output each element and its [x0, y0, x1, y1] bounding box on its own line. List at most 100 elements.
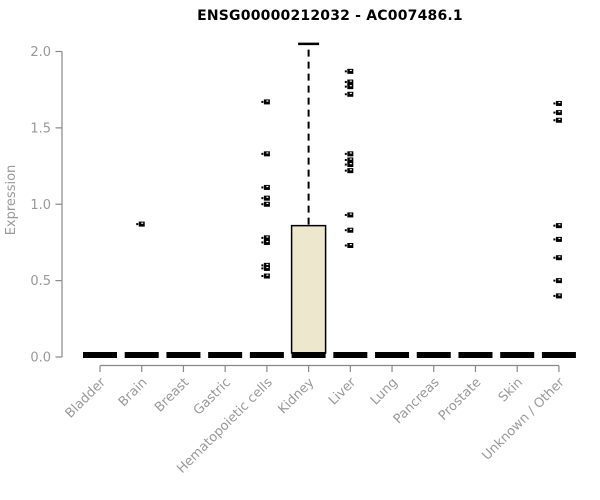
- outlier-point: [347, 91, 354, 97]
- iqr-box: [290, 224, 327, 354]
- outlier-point: [555, 117, 562, 123]
- outlier-point-left-dash: [344, 229, 347, 232]
- outlier-point-inner: [558, 256, 561, 258]
- median-bar: [83, 352, 117, 358]
- outlier-point: [347, 168, 354, 174]
- outlier-point-inner: [349, 163, 352, 165]
- outlier-point: [555, 255, 562, 261]
- x-axis-category-label: Brain: [116, 375, 151, 410]
- outlier-point-inner: [349, 69, 352, 72]
- outlier-point-left-dash: [553, 102, 556, 105]
- outlier-point-inner: [558, 118, 561, 120]
- outlier-point-inner: [266, 236, 269, 238]
- outlier-point-left-dash: [553, 256, 556, 259]
- outlier-point-left-dash: [344, 152, 347, 155]
- outlier-point-inner: [349, 169, 352, 171]
- outlier-point: [347, 227, 354, 233]
- x-axis-category-label: Kidney: [275, 375, 317, 417]
- outlier-point: [347, 242, 354, 248]
- outlier-point-left-dash: [136, 223, 139, 226]
- outlier-point-left-dash: [261, 236, 264, 239]
- outlier-point: [263, 265, 270, 271]
- outlier-point-left-dash: [344, 93, 347, 96]
- outlier-point-inner: [349, 213, 352, 215]
- outlier-point-inner: [349, 158, 352, 160]
- median-bar: [541, 352, 576, 358]
- y-axis-tick-label: 1.5: [30, 121, 51, 136]
- x-axis-category-label: Prostate: [436, 375, 484, 423]
- outlier-point-inner: [266, 152, 269, 154]
- outlier-point-left-dash: [261, 100, 264, 103]
- outlier-point: [555, 223, 562, 229]
- outlier-point-inner: [266, 202, 269, 204]
- outlier-point: [347, 151, 354, 157]
- outlier-point: [555, 110, 562, 116]
- median-bar: [333, 352, 368, 358]
- outlier-point-left-dash: [344, 244, 347, 247]
- outlier-point-left-dash: [261, 241, 264, 244]
- outlier-point-inner: [266, 196, 269, 198]
- outlier-point-inner: [349, 228, 352, 230]
- outlier-point: [347, 212, 354, 218]
- outlier-point-inner: [349, 80, 352, 82]
- y-axis-tick-label: 2.0: [30, 45, 51, 60]
- outlier-point-left-dash: [261, 264, 264, 267]
- median-bar: [375, 352, 410, 358]
- outlier-point-left-dash: [344, 81, 347, 84]
- outlier-point-left-dash: [344, 169, 347, 172]
- outlier-point-left-dash: [344, 70, 347, 73]
- x-axis-category-label: Pancreas: [391, 375, 443, 427]
- outlier-point-inner: [558, 237, 561, 240]
- outlier-point: [263, 201, 270, 207]
- outlier-point-inner: [349, 85, 352, 87]
- outlier-point: [347, 68, 354, 74]
- outlier-point-inner: [349, 92, 352, 94]
- median-bar: [416, 352, 451, 358]
- outlier-point: [555, 236, 562, 242]
- outlier-point-left-dash: [261, 197, 264, 200]
- outlier-point-left-dash: [344, 85, 347, 88]
- outlier-point-left-dash: [261, 267, 264, 270]
- y-axis-title: Expression: [4, 165, 19, 236]
- outlier-point-left-dash: [344, 163, 347, 166]
- outlier-point: [263, 239, 270, 245]
- outlier-point: [263, 235, 270, 241]
- median-bar: [166, 352, 201, 358]
- outlier-point-inner: [558, 101, 561, 104]
- outlier-point-left-dash: [261, 186, 264, 189]
- outlier-point-inner: [558, 111, 561, 113]
- outlier-point-inner: [266, 274, 269, 276]
- outlier-point: [347, 84, 354, 90]
- outlier-point: [263, 151, 270, 157]
- x-axis-category-label: Skin: [496, 375, 526, 405]
- outlier-point: [555, 293, 562, 299]
- outlier-point-inner: [558, 224, 561, 226]
- outlier-point: [347, 79, 354, 85]
- outlier-point: [347, 157, 354, 163]
- median-bar: [249, 352, 284, 358]
- outlier-point: [347, 162, 354, 168]
- outlier-point: [263, 184, 270, 190]
- chart-title: ENSG00000212032 - AC007486.1: [197, 8, 463, 24]
- y-axis-tick-label: 0.5: [30, 274, 51, 289]
- median-bar: [124, 352, 159, 358]
- x-axis-category-label: Breast: [152, 375, 192, 415]
- outlier-point-left-dash: [553, 111, 556, 114]
- outlier-point: [263, 99, 270, 105]
- x-axis-category-label: Bladder: [63, 375, 110, 422]
- outlier-point: [263, 195, 270, 201]
- y-axis-tick-label: 1.0: [30, 198, 51, 213]
- outlier-point-inner: [558, 294, 561, 296]
- outlier-point-left-dash: [344, 213, 347, 216]
- outlier-point-left-dash: [261, 152, 264, 155]
- outlier-point: [263, 273, 270, 279]
- x-axis-category-label: Lung: [368, 375, 401, 408]
- outlier-point-left-dash: [553, 224, 556, 227]
- outlier-point-inner: [266, 185, 269, 188]
- median-bar: [208, 352, 243, 358]
- outlier-point-inner: [266, 100, 269, 102]
- outlier-point-inner: [349, 152, 352, 154]
- outlier-point-inner: [349, 243, 352, 246]
